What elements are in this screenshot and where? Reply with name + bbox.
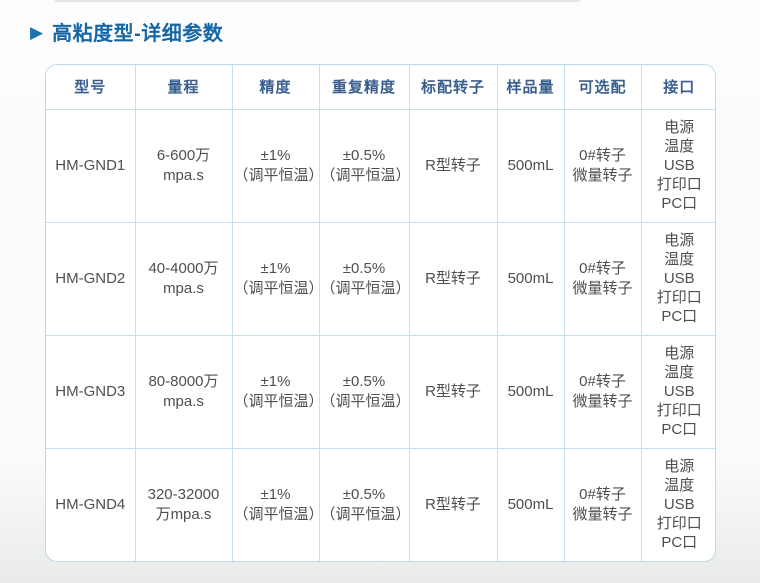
table-header-row: 型号 量程 精度 重复精度 标配转子 样品量 可选配 接口: [46, 65, 715, 110]
cell-optional: 0#转子 微量转子: [564, 335, 642, 449]
cell-repeatability: ±0.5% （调平恒温）: [319, 448, 411, 561]
cell-accuracy: ±1% （调平恒温）: [232, 222, 324, 336]
cell-range: 80-8000万 mpa.s: [135, 335, 233, 449]
cell-sample-volume: 500mL: [497, 448, 565, 561]
column-header-model: 型号: [46, 65, 136, 110]
cell-model: HM-GND4: [46, 448, 136, 561]
cell-optional: 0#转子 微量转子: [564, 222, 642, 336]
cropped-content-artifact: [55, 0, 580, 2]
column-header-interface: 接口: [641, 65, 715, 110]
cell-interface: 电源 温度 USB 打印口 PC口: [641, 448, 715, 561]
cell-accuracy: ±1% （调平恒温）: [232, 448, 324, 561]
triangle-bullet-icon: ▶: [30, 23, 44, 42]
cell-repeatability: ±0.5% （调平恒温）: [319, 109, 411, 223]
spec-table-container: 型号 量程 精度 重复精度 标配转子 样品量 可选配 接口 HM-GND1 6-…: [45, 64, 716, 562]
cell-range: 320-32000 万mpa.s: [135, 448, 233, 561]
cell-optional: 0#转子 微量转子: [564, 448, 642, 561]
column-header-optional: 可选配: [564, 65, 642, 110]
cell-model: HM-GND3: [46, 335, 136, 449]
cell-interface: 电源 温度 USB 打印口 PC口: [641, 222, 715, 336]
cell-sample-volume: 500mL: [497, 222, 565, 336]
table-row: HM-GND1 6-600万 mpa.s ±1% （调平恒温） ±0.5% （调…: [46, 109, 715, 223]
spec-table: 型号 量程 精度 重复精度 标配转子 样品量 可选配 接口 HM-GND1 6-…: [46, 65, 715, 561]
table-row: HM-GND2 40-4000万 mpa.s ±1% （调平恒温） ±0.5% …: [46, 222, 715, 336]
table-row: HM-GND3 80-8000万 mpa.s ±1% （调平恒温） ±0.5% …: [46, 335, 715, 449]
cell-accuracy: ±1% （调平恒温）: [232, 335, 324, 449]
cell-range: 40-4000万 mpa.s: [135, 222, 233, 336]
cell-model: HM-GND2: [46, 222, 136, 336]
cell-model: HM-GND1: [46, 109, 136, 223]
cell-sample-volume: 500mL: [497, 109, 565, 223]
cell-standard-rotor: R型转子: [409, 109, 498, 223]
cell-accuracy: ±1% （调平恒温）: [232, 109, 324, 223]
column-header-repeatability: 重复精度: [319, 65, 410, 110]
cell-range: 6-600万 mpa.s: [135, 109, 233, 223]
cell-standard-rotor: R型转子: [409, 448, 498, 561]
cell-sample-volume: 500mL: [497, 335, 565, 449]
cell-repeatability: ±0.5% （调平恒温）: [319, 222, 411, 336]
cell-repeatability: ±0.5% （调平恒温）: [319, 335, 411, 449]
column-header-accuracy: 精度: [232, 65, 320, 110]
cell-standard-rotor: R型转子: [409, 222, 498, 336]
cell-optional: 0#转子 微量转子: [564, 109, 642, 223]
page-title: 高粘度型-详细参数: [52, 23, 224, 45]
table-row: HM-GND4 320-32000 万mpa.s ±1% （调平恒温） ±0.5…: [46, 448, 715, 561]
section-title-row: ▶ 高粘度型-详细参数: [0, 0, 760, 46]
column-header-standard-rotor: 标配转子: [409, 65, 498, 110]
cell-interface: 电源 温度 USB 打印口 PC口: [641, 335, 715, 449]
cell-standard-rotor: R型转子: [409, 335, 498, 449]
cell-interface: 电源 温度 USB 打印口 PC口: [641, 109, 715, 223]
column-header-range: 量程: [135, 65, 233, 110]
column-header-sample-volume: 样品量: [497, 65, 565, 110]
